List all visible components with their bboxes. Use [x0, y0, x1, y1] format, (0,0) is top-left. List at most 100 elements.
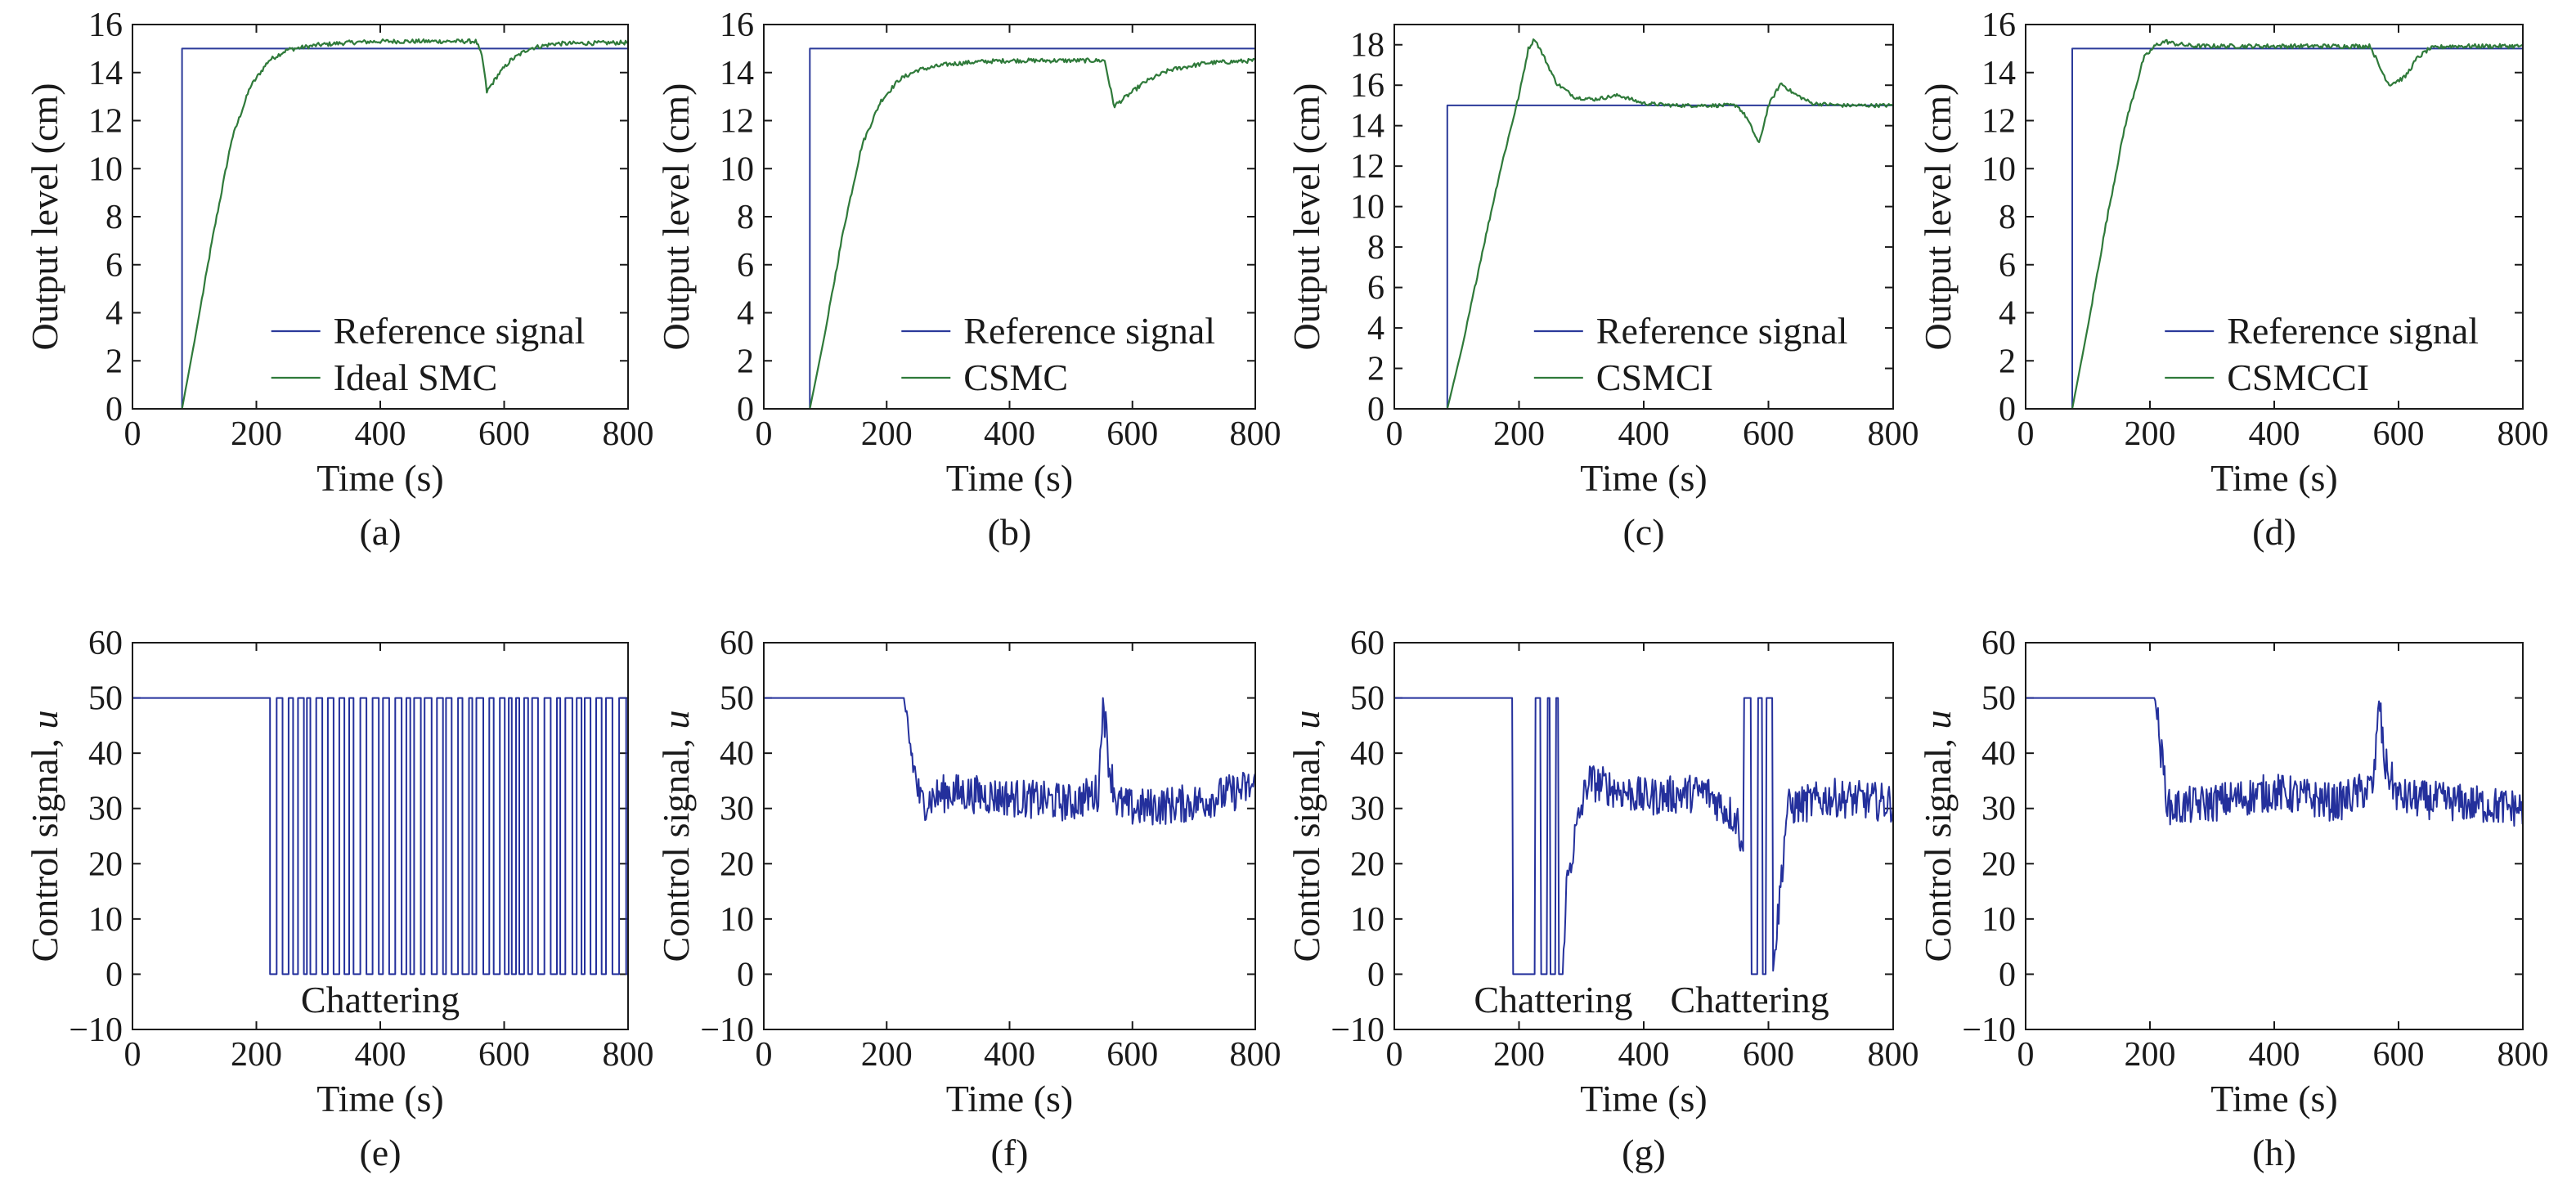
panel-e: 0 200 400 600 800−100102030405060ChatteringT…	[24, 625, 654, 1173]
y-tick-label: 50	[88, 680, 123, 718]
x-tick-label: 800	[2497, 415, 2549, 453]
y-tick-label: 18	[1350, 27, 1384, 65]
x-tick-label: 200	[231, 1036, 282, 1074]
y-tick-label: 4	[737, 295, 754, 333]
x-tick-label: 200	[231, 415, 282, 453]
x-tick-label: 0	[2017, 1036, 2035, 1074]
y-tick-label: 6	[1367, 270, 1384, 307]
y-tick-label: 0	[1999, 956, 2016, 993]
y-tick-label: 4	[1999, 295, 2016, 333]
x-axis-label: Time (s)	[2210, 457, 2338, 499]
x-axis-label: Time (s)	[946, 1078, 1074, 1119]
y-tick-label: 0	[1999, 391, 2016, 428]
y-tick-label: 2	[1999, 343, 2016, 380]
x-tick-label: 200	[1493, 1036, 1545, 1074]
panel-caption: (f)	[991, 1132, 1029, 1173]
x-tick-label: 0	[124, 415, 141, 453]
x-axis-label: Time (s)	[1580, 457, 1708, 499]
series-line-reference	[181, 47, 628, 409]
x-tick-label: 400	[2249, 1036, 2300, 1074]
series-line-signal	[764, 697, 1255, 826]
y-tick-label: 10	[1981, 150, 2016, 188]
annotation-chattering: Chattering	[1474, 979, 1632, 1020]
y-tick-label: 60	[1981, 625, 2016, 662]
panel-caption: (b)	[988, 511, 1032, 553]
y-tick-label: 40	[1981, 735, 2016, 773]
y-tick-label: 14	[88, 55, 123, 92]
x-tick-label: 600	[478, 415, 530, 453]
x-tick-label: 0	[756, 1036, 773, 1074]
legend-entry: CSMC	[963, 357, 1068, 398]
y-tick-label: 12	[1981, 103, 2016, 141]
y-tick-label: 2	[105, 343, 123, 380]
x-tick-label: 0	[1386, 415, 1403, 453]
y-tick-label: 40	[1350, 735, 1384, 773]
y-tick-label: 40	[88, 735, 123, 773]
y-tick-label: 30	[1981, 791, 2016, 828]
y-tick-label: 16	[1350, 67, 1384, 105]
series-line-reference	[1446, 104, 1893, 409]
y-tick-label: 0	[1367, 391, 1384, 428]
x-tick-label: 800	[1230, 415, 1281, 453]
y-tick-label: 50	[720, 680, 754, 718]
x-tick-label: 600	[1743, 415, 1794, 453]
plot-frame	[132, 642, 629, 1030]
y-tick-label: 10	[720, 150, 754, 188]
x-axis-label: Time (s)	[946, 457, 1074, 499]
x-axis-label: Time (s)	[2210, 1078, 2338, 1119]
y-tick-label: 30	[1350, 791, 1384, 828]
y-tick-label: 10	[1981, 901, 2016, 939]
x-tick-label: 200	[861, 415, 913, 453]
y-tick-label: 8	[105, 199, 123, 236]
y-tick-label: −10	[1331, 1011, 1384, 1049]
x-tick-label: 800	[2497, 1036, 2549, 1074]
x-tick-label: 800	[603, 1036, 654, 1074]
legend-entry: Reference signal	[334, 310, 586, 352]
y-tick-label: 6	[105, 247, 123, 285]
x-tick-label: 600	[2373, 1036, 2425, 1074]
x-tick-label: 200	[1493, 415, 1545, 453]
series-line-signal	[132, 697, 628, 975]
y-axis-label-text: Control signal,	[24, 729, 65, 962]
y-tick-label: 6	[737, 247, 754, 285]
legend-entry: CSMCI	[1596, 357, 1713, 398]
series-group	[2026, 697, 2523, 827]
series-line-signal	[809, 57, 1255, 409]
y-tick-label: 50	[1981, 680, 2016, 718]
x-tick-label: 400	[355, 1036, 406, 1074]
series-group	[809, 47, 1255, 409]
y-tick-label: 20	[1350, 845, 1384, 883]
y-tick-label: 0	[737, 956, 754, 993]
y-tick-label: 2	[737, 343, 754, 380]
y-tick-label: 50	[1350, 680, 1384, 718]
y-tick-label: 8	[1367, 229, 1384, 267]
y-axis-label-text: Control signal,	[1917, 729, 1959, 962]
y-tick-label: 16	[720, 7, 754, 44]
y-tick-label: 30	[88, 791, 123, 828]
x-tick-label: 600	[2373, 415, 2425, 453]
y-axis-label-variable: u	[655, 711, 697, 729]
y-tick-label: −10	[700, 1011, 754, 1049]
plot-frame	[763, 642, 1256, 1030]
series-line-reference	[2071, 47, 2523, 409]
x-tick-label: 400	[984, 415, 1035, 453]
series-line-signal	[181, 38, 628, 409]
x-tick-label: 400	[984, 1036, 1035, 1074]
series-group	[181, 38, 628, 409]
x-tick-label: 0	[1386, 1036, 1403, 1074]
x-tick-label: 200	[2125, 1036, 2176, 1074]
y-tick-label: 60	[720, 625, 754, 662]
y-tick-label: 10	[88, 901, 123, 939]
y-tick-label: 60	[1350, 625, 1384, 662]
legend-entry: Reference signal	[1596, 310, 1848, 352]
x-tick-label: 800	[1868, 1036, 1919, 1074]
y-tick-label: 12	[1350, 148, 1384, 186]
series-group	[2071, 38, 2523, 409]
y-axis-label-variable: u	[1286, 711, 1327, 729]
x-tick-label: 400	[355, 415, 406, 453]
plot-frame	[132, 24, 629, 410]
y-tick-label: 0	[737, 391, 754, 428]
